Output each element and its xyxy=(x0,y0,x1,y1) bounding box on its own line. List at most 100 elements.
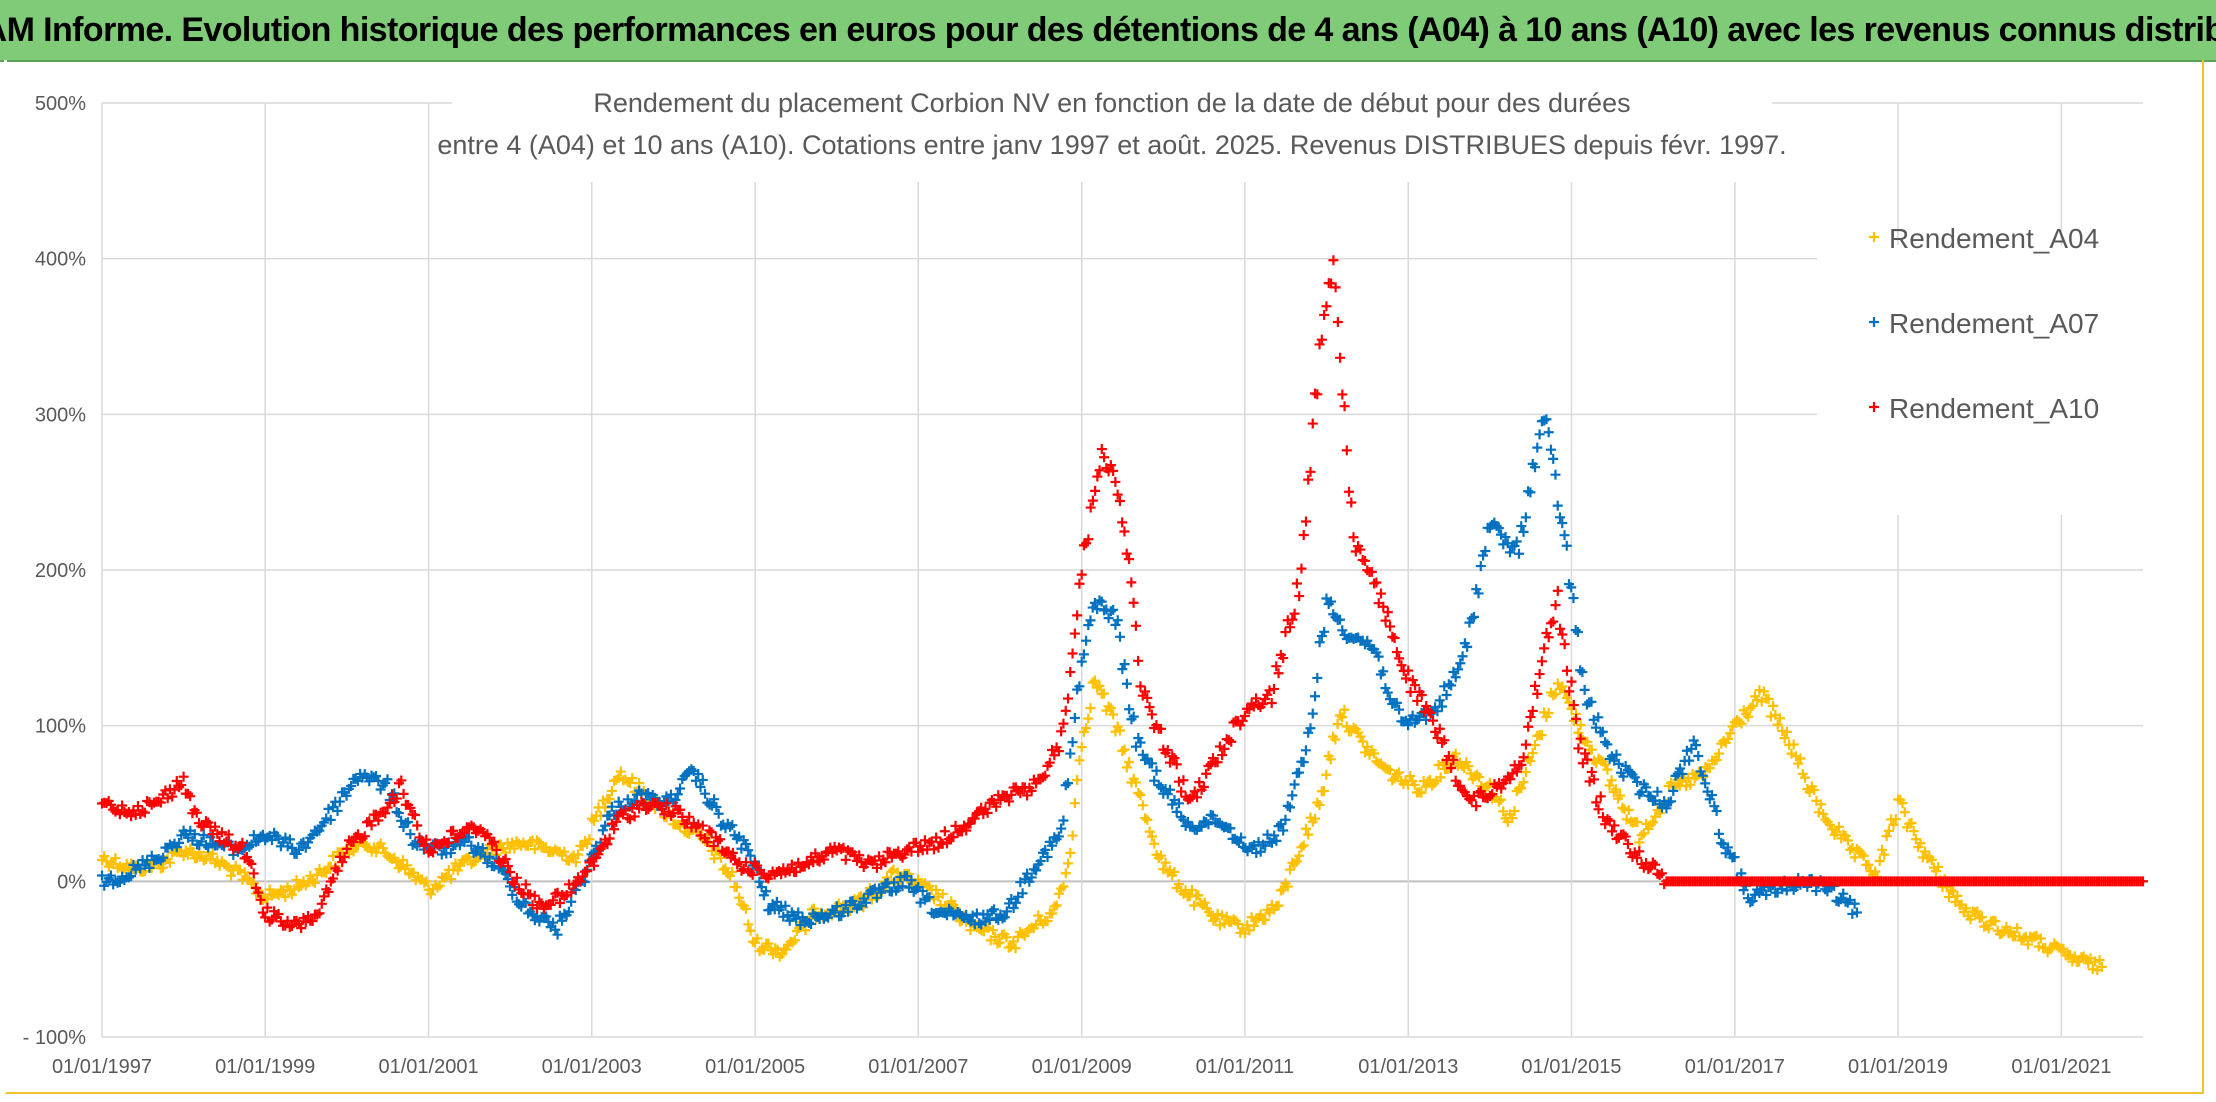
data-point xyxy=(314,825,325,836)
data-point xyxy=(1169,867,1180,878)
data-point xyxy=(1920,846,1931,857)
legend-item-Rendement_A10[interactable]: Rendement_A10 xyxy=(1869,393,2099,424)
data-point xyxy=(1775,713,1785,724)
data-point xyxy=(1550,600,1561,611)
data-point xyxy=(158,852,169,863)
data-point xyxy=(1298,529,1309,540)
data-point xyxy=(1208,915,1219,926)
x-tick-label: 01/01/2001 xyxy=(379,1056,479,1078)
data-point xyxy=(348,837,359,848)
data-point xyxy=(1219,918,1230,929)
data-point xyxy=(1520,767,1531,778)
data-point xyxy=(1473,588,1484,599)
data-point xyxy=(684,828,695,839)
data-point xyxy=(1552,585,1563,596)
data-point xyxy=(419,840,430,851)
data-point xyxy=(1401,673,1411,684)
data-point xyxy=(991,801,1002,812)
data-point xyxy=(1561,540,1572,551)
data-point xyxy=(332,805,343,816)
data-point xyxy=(300,917,311,928)
data-point xyxy=(1022,790,1033,801)
data-point xyxy=(405,802,416,813)
data-point xyxy=(459,827,470,838)
data-point xyxy=(1405,771,1416,782)
data-point xyxy=(1568,700,1579,711)
data-point xyxy=(1618,771,1629,782)
data-point xyxy=(1507,768,1518,779)
data-point xyxy=(1847,908,1858,919)
data-point xyxy=(1743,711,1754,722)
data-point xyxy=(1008,903,1019,914)
data-point xyxy=(2058,943,2069,954)
data-point xyxy=(1471,801,1482,812)
data-point xyxy=(334,796,345,807)
data-point xyxy=(1425,707,1436,718)
data-point xyxy=(1053,831,1064,842)
data-point xyxy=(1291,856,1302,867)
data-point xyxy=(1105,703,1116,714)
data-point xyxy=(210,821,221,832)
data-point xyxy=(720,863,731,874)
data-point xyxy=(1609,820,1620,831)
data-point xyxy=(1325,754,1336,765)
data-point xyxy=(1915,838,1926,849)
data-point xyxy=(1294,850,1305,861)
data-point xyxy=(1573,743,1584,754)
data-point xyxy=(1300,516,1311,527)
data-point xyxy=(1121,548,1132,559)
data-point xyxy=(253,887,264,898)
data-point xyxy=(704,825,715,836)
data-point xyxy=(1566,582,1577,593)
data-point xyxy=(554,897,565,908)
data-point xyxy=(389,788,400,799)
data-point xyxy=(1146,831,1157,842)
data-point xyxy=(1144,702,1155,713)
data-point xyxy=(931,884,942,895)
data-point xyxy=(1652,786,1663,797)
data-point xyxy=(994,937,1005,948)
data-point xyxy=(1575,733,1586,744)
data-point xyxy=(1543,707,1554,718)
data-point xyxy=(1768,700,1779,711)
data-point xyxy=(511,872,522,883)
data-point xyxy=(597,825,608,836)
data-point xyxy=(1314,637,1325,648)
data-point xyxy=(1282,800,1293,811)
data-point xyxy=(1251,848,1262,859)
data-point xyxy=(924,892,935,903)
data-point xyxy=(348,846,359,857)
data-point xyxy=(1559,530,1570,541)
chart-legend[interactable]: Rendement_A04 Rendement_A07 Rendement_A10 xyxy=(1817,223,2147,515)
data-point xyxy=(1300,745,1311,756)
data-point xyxy=(1800,772,1811,783)
data-point xyxy=(1516,783,1527,794)
data-point xyxy=(1330,734,1341,745)
data-point xyxy=(1450,672,1461,683)
data-point xyxy=(1063,778,1073,789)
data-point xyxy=(1697,770,1708,781)
data-point xyxy=(1548,616,1559,627)
data-point xyxy=(1933,861,1944,872)
data-point xyxy=(1504,547,1515,558)
data-point xyxy=(1545,444,1556,455)
data-point xyxy=(784,915,795,926)
data-point xyxy=(740,857,751,868)
legend-item-Rendement_A07[interactable]: Rendement_A07 xyxy=(1869,308,2099,339)
data-point xyxy=(1151,765,1162,776)
data-point xyxy=(405,829,416,840)
data-point xyxy=(1520,739,1531,750)
data-point xyxy=(702,837,713,848)
data-point xyxy=(464,832,475,843)
data-point xyxy=(747,869,758,880)
legend-item-Rendement_A04[interactable]: Rendement_A04 xyxy=(1869,223,2099,254)
data-point xyxy=(1704,763,1715,774)
data-point xyxy=(1976,912,1987,923)
data-point xyxy=(1305,466,1316,477)
data-point xyxy=(1416,787,1427,798)
data-point xyxy=(727,866,738,877)
data-point xyxy=(491,844,502,855)
data-point xyxy=(1233,918,1244,929)
data-point xyxy=(1117,517,1128,528)
data-point xyxy=(1137,800,1148,811)
